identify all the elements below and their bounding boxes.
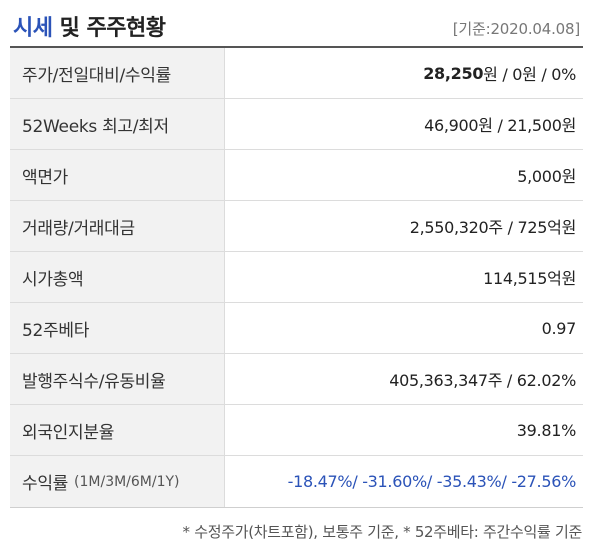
row-label: 외국인지분율 [10,405,225,455]
table-row-par-value: 액면가 5,000원 [10,150,583,201]
footnote: * 수정주가(차트포함), 보통주 기준, * 52주베타: 주간수익률 기준 [182,523,583,541]
table-row-price-change: 주가/전일대비/수익률 28,250 원 / 0원 / 0% [10,48,583,99]
row-value: 39.81% [516,420,577,440]
table-row-returns: 수익률 (1M/3M/6M/1Y) -18.47%/ -31.60%/ -35.4… [10,456,583,507]
table-row-52weeks: 52Weeks 최고/최저 46,900원 / 21,500원 [10,99,583,150]
table-row-shares-float: 발행주식수/유동비율 405,363,347주 / 62.02% [10,354,583,405]
row-value: 114,515억원 [483,269,576,288]
current-price: 28,250 [423,63,484,83]
row-label: 52Weeks 최고/최저 [10,99,225,149]
row-value: 5,000원 [517,167,576,186]
row-value: 28,250 원 / 0원 / 0% [225,48,583,98]
returns-period-label: (1M/3M/6M/1Y) [74,473,180,490]
returns-label: 수익률 [22,474,69,494]
section-title-rest: 및 주주현황 [52,16,166,41]
row-value: -18.47%/ -31.60%/ -35.43%/ -27.56% [287,472,577,491]
table-row-beta: 52주베타 0.97 [10,303,583,354]
row-label: 발행주식수/유동비율 [10,354,225,404]
section-header: 시세 및 주주현황 [기준:2020.04.08] [0,0,592,46]
section-title: 시세 및 주주현황 [13,10,166,42]
price-change-rest: 원 / 0원 / 0% [483,65,576,84]
row-value: 46,900원 / 21,500원 [424,116,576,135]
table-row-market-cap: 시가총액 114,515억원 [10,252,583,303]
row-label: 수익률 (1M/3M/6M/1Y) [10,456,225,507]
row-value: 0.97 [541,318,577,338]
table-row-volume: 거래량/거래대금 2,550,320주 / 725억원 [10,201,583,252]
row-label: 주가/전일대비/수익률 [10,48,225,98]
base-date: [기준:2020.04.08] [452,20,580,38]
row-value: 405,363,347주 / 62.02% [389,371,576,390]
price-shareholder-table: 주가/전일대비/수익률 28,250 원 / 0원 / 0% 52Weeks 최고… [10,46,583,508]
table-row-foreign-ownership: 외국인지분율 39.81% [10,405,583,456]
row-value: 2,550,320주 / 725억원 [409,218,577,237]
row-label: 52주베타 [10,303,225,353]
row-label: 시가총액 [10,252,225,302]
section-title-accent: 시세 [13,16,53,41]
row-label: 거래량/거래대금 [10,201,225,251]
row-label: 액면가 [10,150,225,200]
